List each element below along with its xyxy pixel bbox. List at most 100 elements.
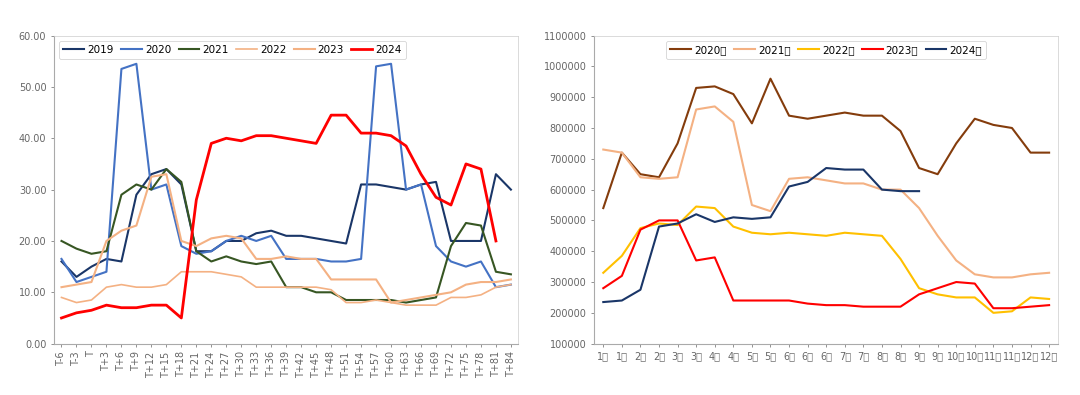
2019 — [384, 185, 397, 190]
2024年 — [913, 189, 926, 194]
2019 — [339, 241, 352, 246]
2022年 — [856, 232, 869, 237]
2019 — [249, 231, 262, 235]
2022年 — [1024, 295, 1037, 300]
2023年 — [894, 304, 907, 309]
2021年 — [987, 275, 1000, 280]
2019 — [234, 239, 247, 243]
2022 — [295, 285, 308, 290]
2020年 — [597, 206, 610, 211]
2023 — [130, 223, 143, 228]
2021 — [489, 269, 502, 274]
2019 — [400, 187, 413, 192]
2020 — [384, 61, 397, 66]
2022年 — [894, 257, 907, 261]
2019 — [55, 259, 68, 264]
2023年 — [634, 227, 647, 232]
2021年 — [820, 178, 833, 183]
2021 — [339, 298, 352, 303]
2024 — [295, 139, 308, 143]
2022年 — [652, 221, 665, 226]
2019 — [430, 179, 443, 184]
2024 — [489, 239, 502, 243]
2022 — [85, 298, 98, 303]
2021 — [114, 192, 127, 197]
2020年 — [783, 113, 796, 118]
2021 — [295, 285, 308, 290]
2021年 — [876, 187, 889, 192]
2023 — [175, 239, 188, 243]
2023 — [310, 257, 323, 261]
2020 — [55, 257, 68, 261]
2021 — [280, 285, 293, 290]
2019 — [459, 239, 472, 243]
2020 — [459, 264, 472, 269]
2023年 — [820, 303, 833, 307]
2021 — [100, 249, 113, 254]
2022 — [145, 285, 158, 290]
2024年 — [745, 216, 758, 221]
2024年 — [597, 300, 610, 305]
2021年 — [969, 272, 982, 276]
2022 — [70, 300, 83, 305]
2024 — [310, 141, 323, 146]
2020年 — [708, 84, 721, 89]
2021 — [205, 259, 218, 264]
2022年 — [708, 206, 721, 211]
2023年 — [856, 304, 869, 309]
2023 — [400, 298, 413, 303]
2020年 — [913, 166, 926, 170]
2019 — [489, 172, 502, 177]
2024 — [205, 141, 218, 146]
2022年 — [913, 286, 926, 291]
2020年 — [1024, 150, 1037, 155]
2020 — [445, 259, 458, 264]
2023 — [384, 300, 397, 305]
2021 — [459, 220, 472, 225]
2023 — [354, 277, 367, 282]
2024年 — [876, 187, 889, 192]
2021 — [160, 167, 173, 171]
2021年 — [801, 175, 814, 180]
2023 — [265, 257, 278, 261]
2023 — [55, 285, 68, 290]
2024 — [265, 134, 278, 138]
2020 — [265, 233, 278, 238]
2023 — [249, 257, 262, 261]
Line: 2021: 2021 — [62, 169, 511, 303]
2021 — [145, 187, 158, 192]
2022 — [265, 285, 278, 290]
2023 — [415, 295, 428, 300]
2021 — [415, 298, 428, 303]
2023 — [325, 277, 338, 282]
2021年 — [671, 175, 684, 180]
2020 — [280, 257, 293, 261]
Line: 2024年: 2024年 — [604, 168, 919, 302]
2021 — [190, 249, 203, 254]
2024 — [474, 167, 487, 171]
2023 — [234, 236, 247, 241]
2021年 — [949, 258, 962, 263]
Line: 2022年: 2022年 — [604, 207, 1049, 313]
2019 — [280, 233, 293, 238]
2019 — [354, 182, 367, 187]
2021年 — [931, 233, 944, 238]
2020 — [130, 61, 143, 66]
2024年 — [690, 212, 703, 216]
2022 — [205, 269, 218, 274]
2022年 — [634, 226, 647, 231]
2021年 — [708, 104, 721, 109]
2020年 — [764, 76, 777, 81]
2023年 — [1005, 306, 1018, 310]
2023年 — [764, 298, 777, 303]
2024年 — [727, 215, 740, 220]
2020 — [295, 257, 308, 261]
2021年 — [727, 119, 740, 124]
2024 — [55, 316, 68, 320]
2024 — [384, 134, 397, 138]
2021 — [85, 251, 98, 256]
2022 — [430, 303, 443, 307]
2020 — [175, 244, 188, 248]
2023 — [459, 282, 472, 287]
2020 — [339, 259, 352, 264]
